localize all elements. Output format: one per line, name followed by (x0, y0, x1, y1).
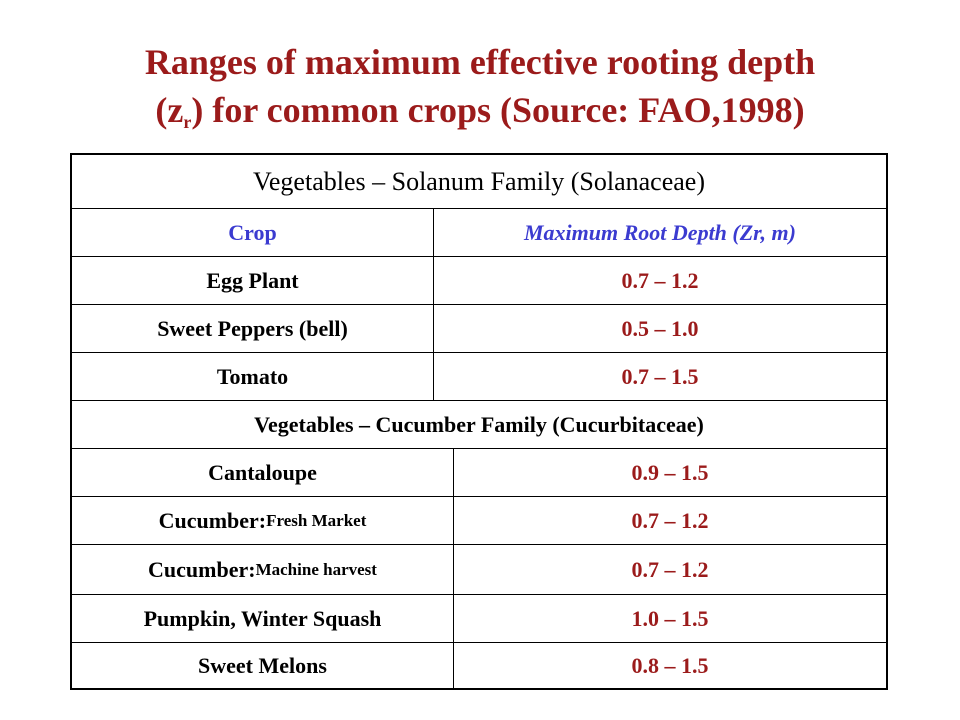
depth-value: 0.7 – 1.2 (631, 507, 709, 533)
crop-name: Egg Plant (72, 257, 434, 304)
depth-value: 0.5 – 1.0 (621, 315, 699, 341)
crop-main: Cucumber: (158, 507, 267, 533)
header-crop: Crop (72, 209, 434, 256)
page-title: Ranges of maximum effective rooting dept… (0, 38, 960, 134)
title-line-1: Ranges of maximum effective rooting dept… (144, 42, 816, 82)
table-row: Cucumber: Fresh Market 0.7 – 1.2 (72, 497, 886, 545)
crop-main: Pumpkin, Winter Squash (143, 605, 382, 631)
table-row: Egg Plant 0.7 – 1.2 (72, 257, 886, 305)
crop-main: Cucumber: (148, 556, 256, 582)
crop-main: Cantaloupe (208, 459, 317, 485)
depth-value: 1.0 – 1.5 (631, 605, 709, 631)
crop-detail: Fresh Market (266, 510, 367, 530)
section-title-cucumber: Vegetables – Cucumber Family (Cucurbitac… (254, 411, 704, 437)
crop-name: Cucumber: Fresh Market (72, 497, 454, 544)
section-title-solanum: Vegetables – Solanum Family (Solanaceae) (253, 166, 705, 196)
section-title-row: Vegetables – Cucumber Family (Cucurbitac… (72, 401, 886, 449)
crop-name: Cucumber: Machine harvest (72, 545, 454, 594)
crop-name: Tomato (72, 353, 434, 400)
header-row: Crop Maximum Root Depth (Zr, m) (72, 209, 886, 257)
crop-main: Sweet Melons (198, 652, 327, 678)
table-row: Pumpkin, Winter Squash 1.0 – 1.5 (72, 595, 886, 643)
title-line-2: (zr) for common crops (Source: FAO,1998) (0, 86, 960, 134)
section-title-row: Vegetables – Solanum Family (Solanaceae) (72, 155, 886, 209)
title-line-2-suffix: ) for common crops (Source: FAO,1998) (191, 90, 805, 130)
depth-value: 0.7 – 1.2 (631, 556, 709, 582)
depth-value: 0.7 – 1.2 (621, 267, 699, 293)
crop-name: Sweet Peppers (bell) (72, 305, 434, 352)
table-row: Cantaloupe 0.9 – 1.5 (72, 449, 886, 497)
table-row: Cucumber: Machine harvest 0.7 – 1.2 (72, 545, 886, 595)
depth-value: 0.7 – 1.5 (621, 363, 699, 389)
table-row: Tomato 0.7 – 1.5 (72, 353, 886, 401)
crop-name: Sweet Melons (72, 643, 454, 688)
table-row: Sweet Melons 0.8 – 1.5 (72, 643, 886, 688)
crop-detail: Machine harvest (255, 559, 377, 579)
crop-name: Cantaloupe (72, 449, 454, 496)
depth-value: 0.9 – 1.5 (631, 459, 709, 485)
title-subscript: r (183, 112, 192, 132)
title-line-2-prefix: (z (155, 90, 184, 130)
root-depth-table: Vegetables – Solanum Family (Solanaceae)… (70, 153, 888, 690)
header-depth: Maximum Root Depth (Zr, m) (524, 219, 796, 245)
table-row: Sweet Peppers (bell) 0.5 – 1.0 (72, 305, 886, 353)
depth-value: 0.8 – 1.5 (631, 652, 709, 678)
crop-name: Pumpkin, Winter Squash (72, 595, 454, 642)
